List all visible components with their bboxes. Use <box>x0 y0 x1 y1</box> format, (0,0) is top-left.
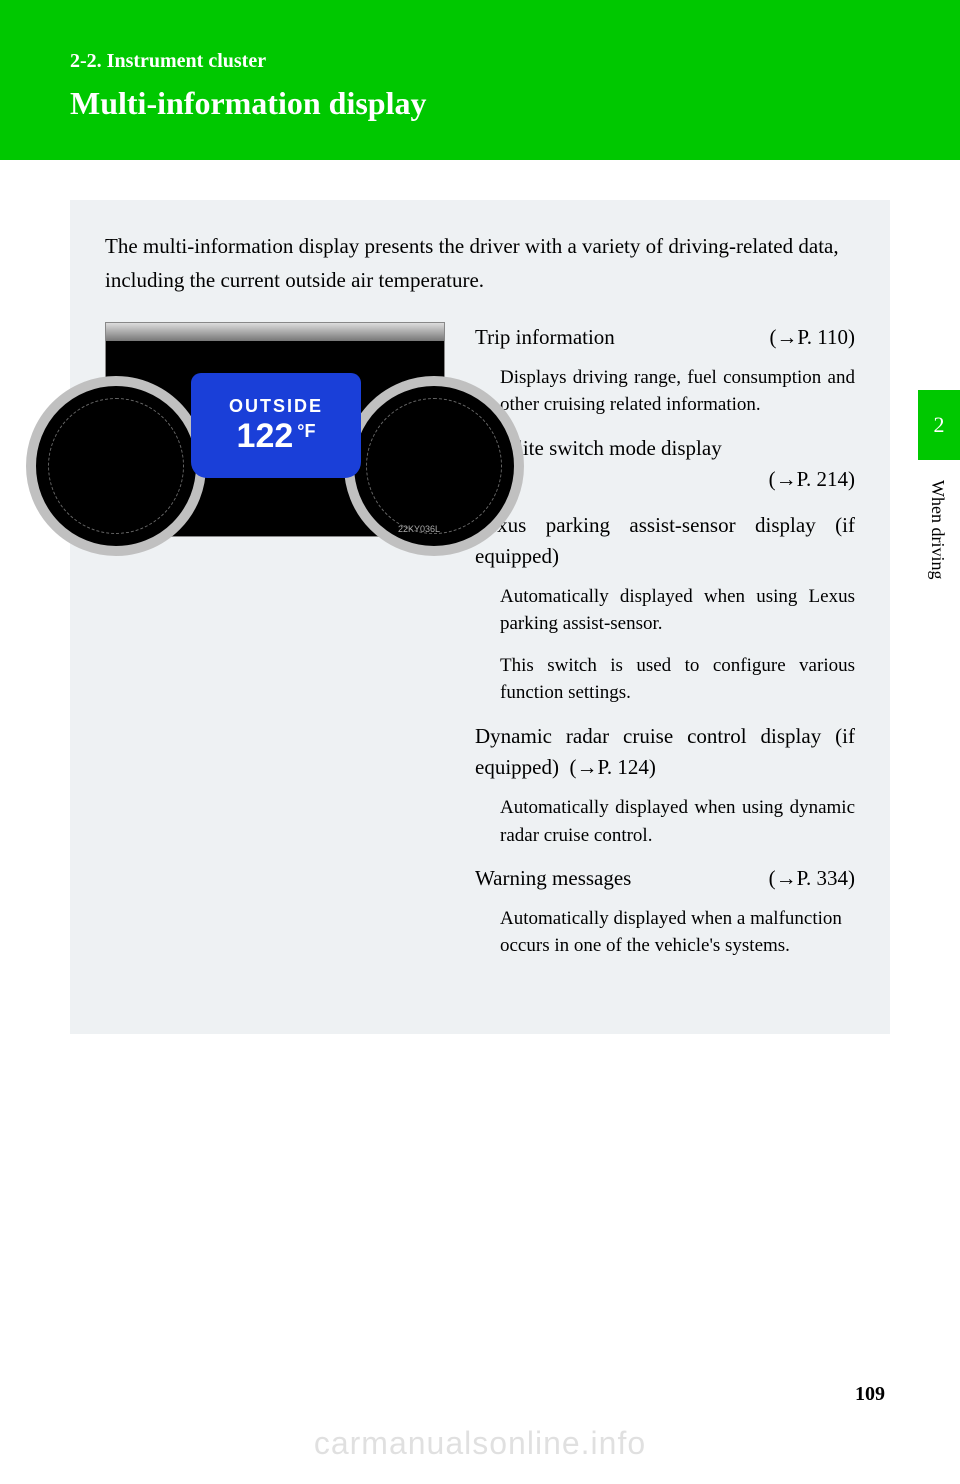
content-box: The multi-information display presents t… <box>70 200 890 1034</box>
side-tab: 2 <box>918 390 960 460</box>
figure: OUTSIDE 122 °F 22KY036L <box>105 322 445 973</box>
item-ref: (→P. 124) <box>569 755 655 779</box>
item-radar-cruise: Dynamic radar cruise control display (if… <box>475 721 855 849</box>
image-code: 22KY036L <box>398 524 440 534</box>
item-ref-line: (→P. 214) <box>475 464 855 496</box>
section-label: 2-2. Instrument cluster <box>70 50 890 73</box>
display-unit: °F <box>297 421 315 442</box>
display-label: OUTSIDE <box>229 396 323 417</box>
item-sub: Automatically displayed when a malfuncti… <box>500 905 855 960</box>
item-satellite: Satellite switch mode display (→P. 214) <box>475 433 855 496</box>
item-title: Lexus parking assist-sensor display (if … <box>475 510 855 573</box>
gauge-left <box>26 376 206 556</box>
items-column: Trip information (→P. 110) Displays driv… <box>475 322 855 973</box>
item-sub: This switch is used to configure various… <box>500 652 855 707</box>
item-trip-info: Trip information (→P. 110) Displays driv… <box>475 322 855 419</box>
item-sub: Automatically displayed when using Lexus… <box>500 583 855 638</box>
item-heading: Dynamic radar cruise control display (if… <box>475 721 855 784</box>
dash-top-trim <box>106 323 444 341</box>
item-title: Warning messages <box>475 863 631 895</box>
item-heading: Trip information (→P. 110) <box>475 322 855 354</box>
item-title: Dynamic radar cruise control display (if… <box>475 724 855 780</box>
item-ref: (→P. 214) <box>769 464 855 496</box>
item-ref: (→P. 110) <box>769 322 855 354</box>
display-value: 122 °F <box>237 417 316 456</box>
page-header: 2-2. Instrument cluster Multi-informatio… <box>0 0 960 160</box>
item-parking-assist: Lexus parking assist-sensor display (if … <box>475 510 855 707</box>
dashboard-image: OUTSIDE 122 °F 22KY036L <box>105 322 445 537</box>
item-warning: Warning messages (→P. 334) Automatically… <box>475 863 855 960</box>
content-columns: OUTSIDE 122 °F 22KY036L Trip information… <box>105 322 855 973</box>
page-title: Multi-information display <box>70 85 890 122</box>
item-heading: Warning messages (→P. 334) <box>475 863 855 895</box>
side-section-label: When driving <box>927 480 948 579</box>
intro-text: The multi-information display presents t… <box>105 230 855 297</box>
page-number: 109 <box>855 1383 885 1406</box>
item-ref: (→P. 334) <box>769 863 855 895</box>
item-title: Satellite switch mode display <box>475 433 855 465</box>
item-sub: Displays driving range, fuel consumption… <box>500 364 855 419</box>
display-number: 122 <box>237 417 294 456</box>
item-sub: Automatically displayed when using dynam… <box>500 794 855 849</box>
info-display-panel: OUTSIDE 122 °F <box>191 373 361 478</box>
watermark: carmanualsonline.info <box>0 1425 960 1462</box>
item-title: Trip information <box>475 322 615 354</box>
